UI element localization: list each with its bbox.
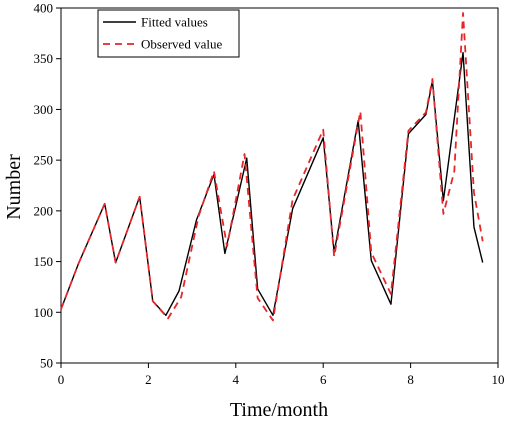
x-axis: 0 2 4 6 8 10: [58, 363, 505, 387]
y-axis-title: Number: [3, 154, 25, 220]
series-layer: [60, 12, 484, 322]
y-tick-label: 50: [40, 356, 53, 371]
x-tick-label: 6: [320, 372, 327, 387]
legend: Fitted values Observed value: [97, 9, 240, 58]
plot-frame: [60, 7, 499, 364]
legend-box: [97, 9, 240, 58]
x-tick-label: 2: [145, 372, 152, 387]
x-tick-label: 10: [492, 372, 505, 387]
x-axis-title: Time/month: [230, 399, 328, 421]
y-tick-label: 350: [34, 51, 54, 66]
x-tick-label: 4: [233, 372, 240, 387]
y-tick-label: 100: [34, 305, 54, 320]
legend-label: Observed value: [141, 37, 222, 52]
y-tick-label: 300: [34, 102, 54, 117]
legend-label: Fitted values: [141, 15, 208, 30]
series-line-observed-value: [60, 12, 484, 322]
y-tick-label: 250: [34, 153, 54, 168]
x-tick-label: 8: [407, 372, 414, 387]
x-tick-label: 0: [58, 372, 65, 387]
y-tick-label: 200: [34, 203, 54, 218]
series-line-fitted-values: [60, 51, 484, 317]
y-tick-label: 400: [34, 1, 54, 16]
y-tick-label: 150: [34, 254, 54, 269]
plot-border: [60, 7, 499, 364]
y-axis: 50 100 150 200 250 300 350 400: [34, 1, 61, 371]
